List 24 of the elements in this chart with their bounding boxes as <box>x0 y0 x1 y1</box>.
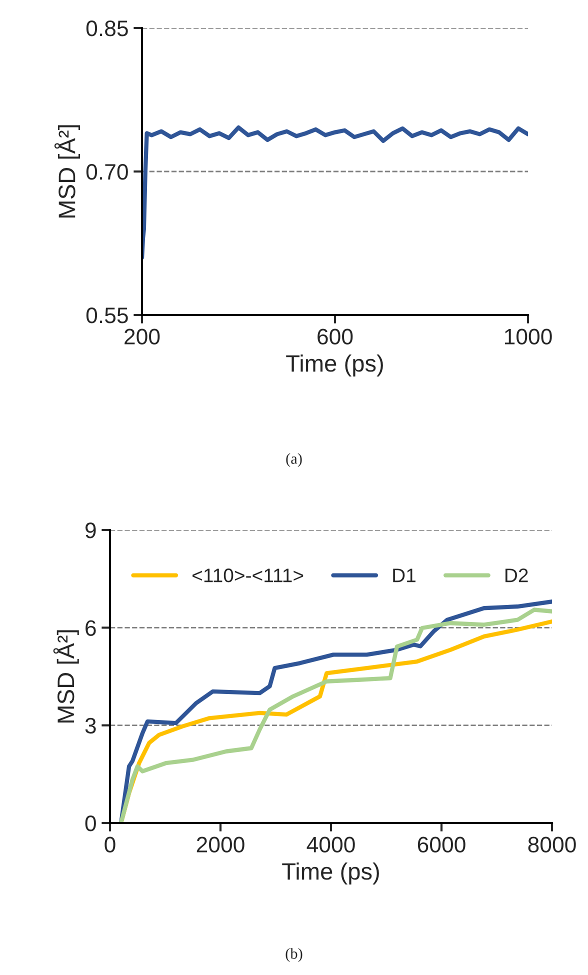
line-series <box>142 125 528 260</box>
legend-label: D2 <box>506 568 528 582</box>
y-axis-title: MSD [Å²] <box>53 630 79 722</box>
legend-label: D1 <box>393 568 416 582</box>
y-tick-label: 0 <box>85 816 96 832</box>
x-axis-title: Time (ps) <box>282 862 379 884</box>
legend-label: <110>-<111> <box>192 568 304 582</box>
y-tick-label: 6 <box>86 620 96 636</box>
x-tick-label: 1000 <box>504 328 552 345</box>
y-tick-label: 9 <box>85 522 96 538</box>
text: (a) <box>286 453 302 467</box>
y-tick-label: 0.70 <box>86 164 128 180</box>
x-tick-label: 600 <box>318 328 353 345</box>
x-axis-title: Time (ps) <box>286 354 383 376</box>
y-axis-title: MSD [Å²] <box>54 125 80 218</box>
x-tick-label: 8000 <box>528 836 576 853</box>
text: (b) <box>286 948 302 962</box>
x-tick-label: 6000 <box>418 836 466 853</box>
y-tick-label: 3 <box>85 718 96 734</box>
y-tick-label: 0.55 <box>86 308 128 324</box>
x-tick-label: 200 <box>124 328 160 345</box>
x-tick-label: 4000 <box>306 836 355 853</box>
x-tick-label: 2000 <box>196 836 244 853</box>
y-tick-label: 0.85 <box>86 20 128 36</box>
